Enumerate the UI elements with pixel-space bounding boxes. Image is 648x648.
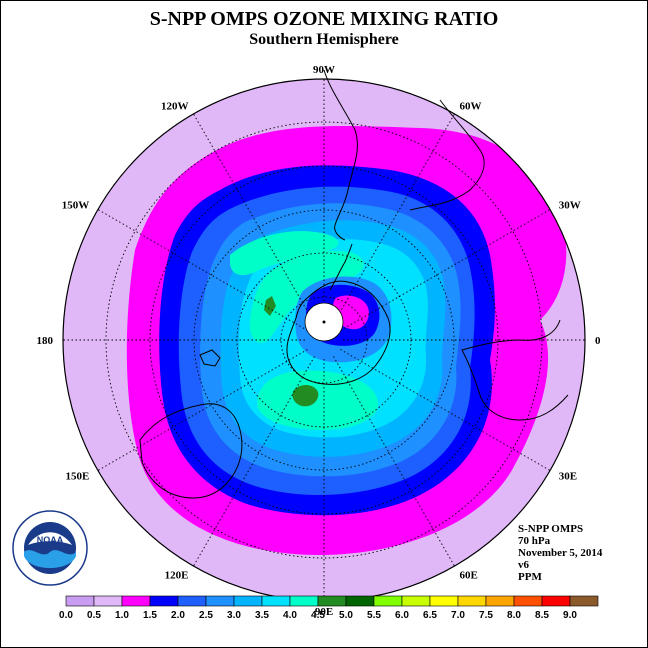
colorbar-label: 0.5 <box>87 610 101 621</box>
ozone-contour-4-0-b <box>257 370 378 430</box>
graticule-meridian <box>333 356 455 567</box>
colorbar-swatch <box>317 595 347 607</box>
graticule-lat-60s <box>193 209 455 471</box>
graticule <box>63 79 585 601</box>
pole-dot <box>322 320 326 324</box>
noaa-logo: NOAA <box>12 510 88 586</box>
colorbar-label: 2.5 <box>199 610 213 621</box>
longitude-label: 60E <box>460 570 478 582</box>
colorbar-label: 3.0 <box>227 610 241 621</box>
page-title: S-NPP OMPS OZONE MIXING RATIO <box>149 8 499 30</box>
info-level: 70 hPa <box>518 535 551 547</box>
colorbar-swatch <box>65 595 95 607</box>
noaa-logo-wave <box>24 550 76 568</box>
antarctica-coast <box>286 280 391 385</box>
south-america-coast <box>323 69 358 241</box>
colorbar-swatch <box>429 595 459 607</box>
colorbar-swatch <box>289 595 319 607</box>
colorbar-swatch <box>485 595 515 607</box>
noaa-logo-text: NOAA <box>37 535 64 545</box>
colorbar-swatch <box>569 595 599 607</box>
graticule-meridian <box>97 209 308 331</box>
colorbar-label: 4.5 <box>311 610 325 621</box>
longitude-label: 30W <box>559 200 581 212</box>
colorbar-swatch <box>233 595 263 607</box>
graticule-lat-50s <box>149 165 499 515</box>
noaa-logo-bird <box>28 532 72 545</box>
longitude-label: 0 <box>595 335 601 347</box>
colorbar-label: 6.0 <box>395 610 409 621</box>
longitude-label: 180 <box>37 335 54 347</box>
colorbar-label: 5.5 <box>367 610 381 621</box>
africa-coast <box>461 319 569 421</box>
colorbar-swatch <box>149 595 179 607</box>
longitude-label: 150E <box>65 471 89 483</box>
colorbar-label: 5.0 <box>339 610 353 621</box>
longitude-label: 60W <box>460 100 482 112</box>
colorbar-swatch <box>401 595 431 607</box>
longitude-label: 150W <box>62 200 90 212</box>
graticule-meridian <box>97 349 308 471</box>
colorbar-label: 8.0 <box>507 610 521 621</box>
longitude-label: 90W <box>313 64 335 76</box>
info-instrument: S-NPP OMPS <box>518 523 584 535</box>
colorbar-swatch <box>177 595 207 607</box>
graticule-meridian <box>193 113 315 324</box>
colorbar-label: 6.5 <box>423 610 437 621</box>
colorbar: 0.0 0.5 1.0 1.5 2.0 2.5 3.0 3.5 4.0 4.5 5.0 5.5 6.0 6… <box>59 595 599 621</box>
colorbar-label: 8.5 <box>535 610 549 621</box>
colorbar-swatch <box>541 595 571 607</box>
colorbar-swatch <box>205 595 235 607</box>
info-date: November 5, 2014 <box>518 547 603 559</box>
new-zealand-coast <box>199 349 221 367</box>
south-america-coast-east <box>409 99 485 211</box>
colorbar-swatch <box>513 595 543 607</box>
colorbar-label: 7.0 <box>451 610 465 621</box>
colorbar-swatch <box>93 595 123 607</box>
page-subtitle: Southern Hemisphere <box>249 31 399 48</box>
colorbar-label: 2.0 <box>171 610 185 621</box>
graticule-lat-40s <box>105 121 543 559</box>
longitude-label: 120E <box>165 570 189 582</box>
longitude-label: 30E <box>559 471 577 483</box>
info-block: S-NPP OMPS 70 hPa November 5, 2014 v6 PP… <box>518 523 602 583</box>
graticule-meridian <box>333 113 455 324</box>
ozone-contour-4-0-c <box>230 231 339 276</box>
colorbar-label: 0.0 <box>59 610 73 621</box>
colorbar-swatch <box>121 595 151 607</box>
colorbar-label: 1.0 <box>115 610 129 621</box>
info-units: PPM <box>518 571 542 583</box>
graticule-meridian <box>193 356 315 567</box>
colorbar-label: 3.5 <box>255 610 269 621</box>
colorbar-swatch <box>373 595 403 607</box>
colorbar-label: 1.5 <box>143 610 157 621</box>
ozone-contour-4-5-a <box>264 296 276 316</box>
colorbar-label: 9.0 <box>563 610 577 621</box>
longitude-label: 90E <box>315 606 333 618</box>
colorbar-label: 4.0 <box>283 610 297 621</box>
info-version: v6 <box>518 559 529 571</box>
colorbar-swatch <box>261 595 291 607</box>
ozone-contour-4-5-b <box>292 384 319 407</box>
colorbar-swatch <box>345 595 375 607</box>
coastlines <box>139 69 569 499</box>
colorbar-swatch <box>457 595 487 607</box>
graticule-meridian <box>340 209 551 331</box>
longitude-label: 120W <box>161 100 189 112</box>
colorbar-label: 7.5 <box>479 610 493 621</box>
graticule-meridian <box>340 349 551 471</box>
